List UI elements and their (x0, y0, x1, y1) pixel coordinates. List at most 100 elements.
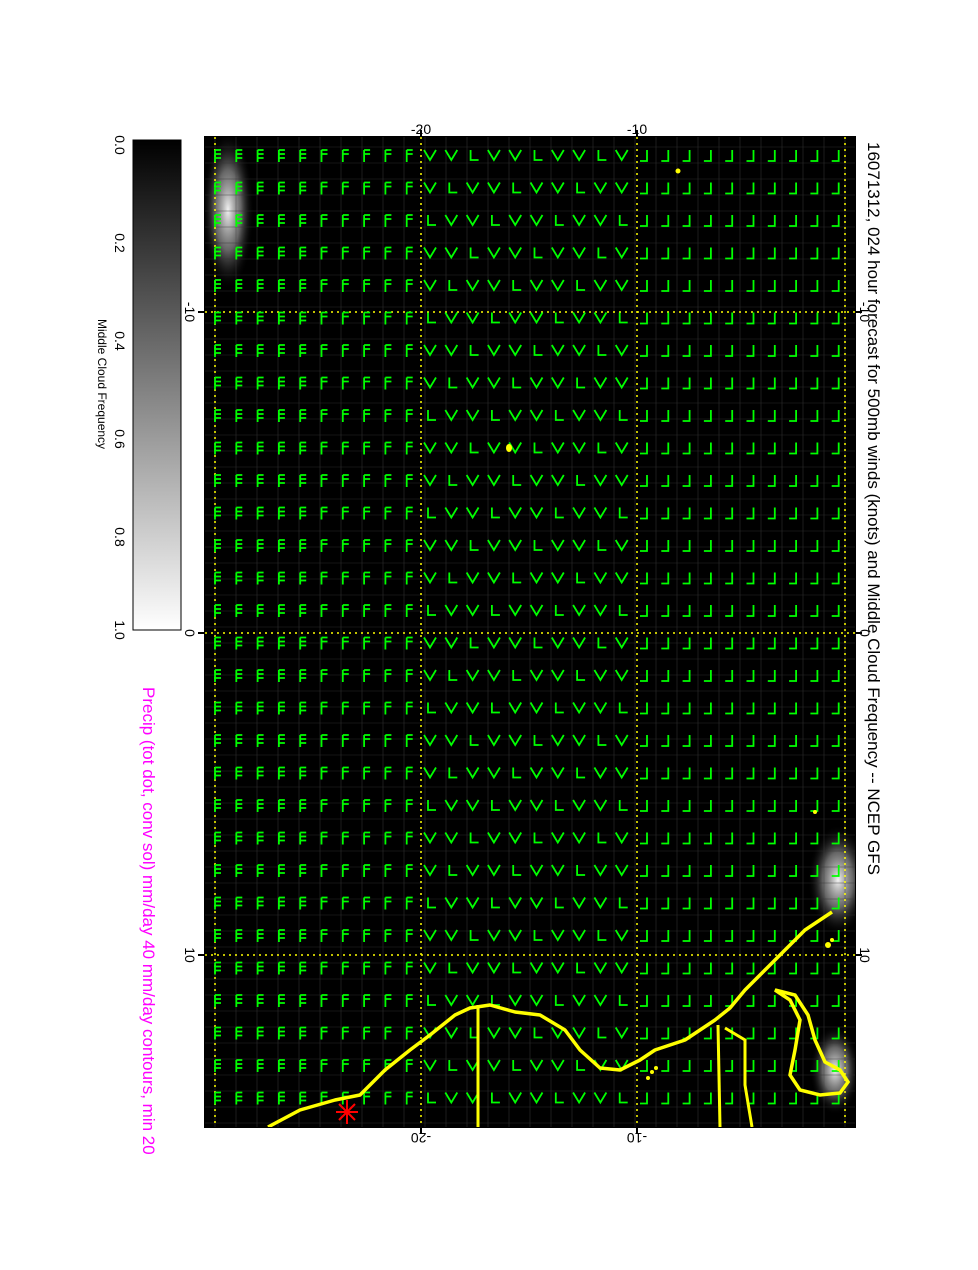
wind-barb-icon (576, 670, 586, 681)
wind-barb-icon (278, 896, 285, 910)
wind-barb-icon (831, 995, 840, 1007)
wind-barb-icon (465, 279, 480, 292)
wind-barb-icon (831, 507, 840, 520)
wind-barb-icon (597, 345, 607, 356)
wind-barb-icon (533, 540, 543, 551)
wind-barb-icon (448, 767, 458, 779)
wind-barb-icon (235, 604, 243, 617)
wind-barb-icon (405, 1059, 413, 1072)
wind-barb-icon (725, 1060, 734, 1072)
wind-barb-icon (746, 767, 755, 780)
wind-barb-icon (551, 279, 565, 292)
wind-barb-icon (256, 636, 264, 650)
wind-barb-icon (767, 1092, 776, 1105)
wind-barb-icon (363, 1026, 371, 1040)
wind-barb-icon (831, 377, 840, 390)
wind-barb-icon (661, 410, 670, 422)
wind-barb-icon (593, 604, 608, 617)
wind-barb-icon (235, 409, 243, 422)
wind-barb-icon (703, 1092, 712, 1105)
wind-barb-icon (256, 896, 264, 910)
wind-barb-icon (529, 994, 544, 1007)
wind-barb-icon (341, 994, 349, 1007)
wind-barb-icon (554, 897, 564, 909)
border-line (716, 1024, 722, 1127)
wind-barb-icon (465, 962, 480, 975)
wind-barb-icon (214, 409, 221, 422)
wind-barb-icon (725, 442, 734, 455)
wind-barb-icon (789, 540, 797, 552)
wind-barb-icon (487, 669, 501, 682)
wind-barb-icon (299, 734, 307, 747)
wind-barb-icon (487, 149, 501, 162)
wind-barb-icon (551, 442, 565, 455)
wind-barb-icon (572, 1027, 586, 1040)
wind-barb-icon (661, 800, 670, 812)
wind-barb-icon (725, 1092, 734, 1105)
wind-barb-icon (423, 539, 437, 552)
wind-barb-icon (746, 832, 755, 845)
wind-barb-icon (214, 344, 221, 357)
wind-barb-icon (363, 831, 371, 845)
wind-barb-icon (320, 831, 328, 845)
cloud-patch (808, 825, 855, 935)
wind-barb-icon (256, 1091, 264, 1105)
wind-barb-icon (746, 572, 755, 585)
wind-barb-icon (444, 409, 459, 422)
wind-barb-icon (551, 669, 565, 682)
wind-barb-icon (363, 539, 371, 552)
wind-barb-icon (831, 1092, 840, 1105)
wind-barb-icon (640, 345, 648, 357)
wind-barb-icon (444, 507, 459, 520)
wind-barb-icon (767, 540, 776, 552)
wind-barb-icon (725, 150, 734, 162)
wind-barb-icon (831, 182, 840, 195)
wind-barb-icon (618, 215, 628, 226)
wind-barb-icon (299, 539, 307, 552)
wind-barb-icon (725, 507, 734, 520)
wind-barb-icon (405, 409, 413, 422)
wind-barb-icon (384, 506, 392, 520)
wind-barb-icon (640, 995, 648, 1007)
wind-barb-icon (618, 897, 628, 909)
wind-barb-icon (423, 572, 437, 585)
wind-barb-icon (640, 800, 648, 812)
island-dot (813, 810, 817, 814)
wind-barb-icon (405, 214, 413, 227)
wind-barb-icon (427, 995, 436, 1006)
wind-barb-icon (405, 311, 413, 325)
wind-barb-icon (512, 767, 522, 779)
wind-barb-icon (341, 799, 349, 812)
wind-barb-icon (256, 409, 264, 422)
wind-barb-icon (465, 669, 480, 682)
wind-barb-icon (320, 799, 328, 812)
wind-barb-icon (278, 669, 285, 682)
wind-barb-icon (703, 637, 712, 650)
wind-barb-icon (384, 734, 392, 747)
wind-barb-icon (593, 669, 608, 682)
wind-barb-icon (278, 214, 285, 227)
wind-barb-icon (767, 897, 776, 910)
wind-barb-icon (469, 540, 479, 551)
wind-barb-icon (810, 312, 819, 325)
wind-barb-icon (576, 377, 586, 389)
wind-barb-icon (214, 929, 221, 942)
wind-barb-icon (576, 1060, 586, 1071)
wind-barb-icon (405, 571, 413, 585)
wind-barb-icon (465, 604, 480, 617)
wind-barb-icon (554, 995, 564, 1006)
wind-barb-icon (214, 896, 221, 910)
wind-barb-icon (703, 280, 712, 292)
wind-barb-icon (278, 409, 285, 422)
wind-barb-icon (448, 962, 458, 974)
wind-barb-icon (299, 799, 307, 812)
wind-barb-icon (363, 311, 371, 325)
wind-barb-icon (299, 636, 307, 650)
wind-barb-icon (320, 474, 328, 487)
wind-barb-icon (810, 410, 819, 422)
wind-barb-icon (299, 311, 307, 325)
wind-barb-icon (278, 701, 285, 715)
wind-barb-icon (465, 897, 480, 910)
wind-barb-icon (299, 279, 307, 292)
wind-barb-icon (767, 377, 776, 390)
